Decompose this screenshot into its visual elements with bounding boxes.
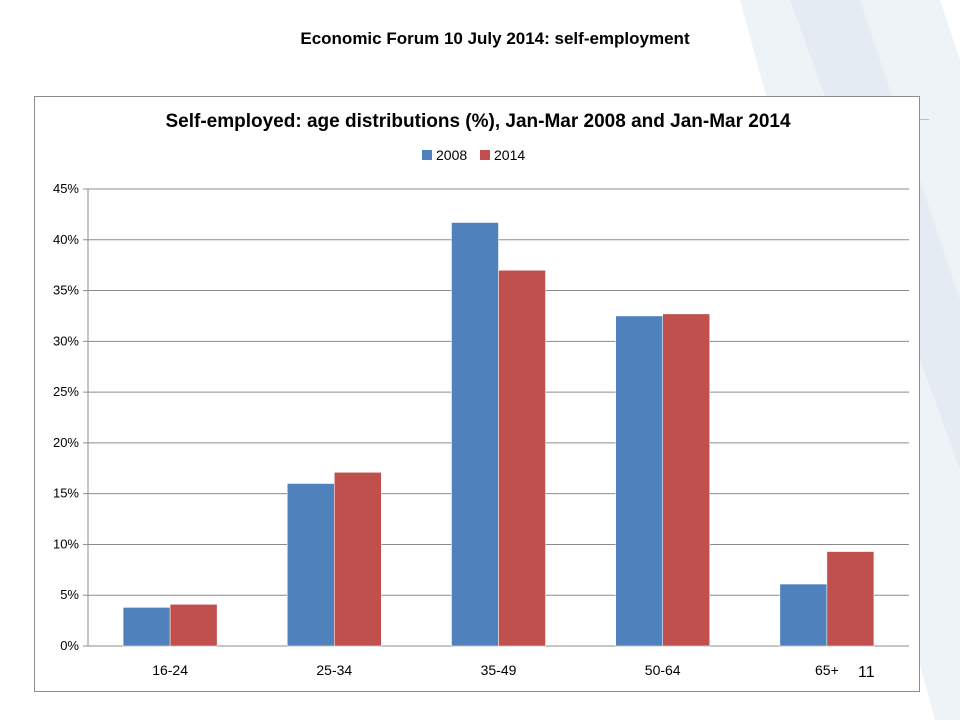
- bar-2014-25-34: [334, 472, 382, 647]
- legend-label: 2008: [436, 147, 467, 163]
- chart-frame: Self-employed: age distributions (%), Ja…: [34, 96, 920, 692]
- x-tick-label: 16-24: [152, 662, 188, 678]
- y-tick-label: 40%: [53, 232, 79, 247]
- side-marker: [920, 119, 929, 120]
- bar-2014-16-24: [169, 604, 218, 647]
- legend-swatch: [480, 150, 490, 160]
- page-number: 11: [858, 664, 875, 681]
- bar-2008-16-24: [122, 607, 171, 647]
- bar-2014-50-64: [662, 313, 710, 647]
- legend-label: 2014: [494, 147, 525, 163]
- chart-title: Self-employed: age distributions (%), Ja…: [165, 111, 790, 132]
- chart-bars: [122, 222, 875, 647]
- slide-title: Economic Forum 10 July 2014: self-employ…: [300, 29, 690, 48]
- y-tick-label: 30%: [53, 333, 79, 348]
- y-tick-label: 5%: [60, 587, 79, 602]
- x-tick-label: 25-34: [316, 662, 352, 678]
- y-tick-label: 20%: [53, 435, 79, 450]
- bar-2008-65+: [779, 583, 828, 647]
- x-tick-label: 65+: [815, 662, 839, 678]
- y-tick-label: 10%: [53, 536, 79, 551]
- y-tick-label: 0%: [60, 638, 79, 653]
- y-tick-label: 15%: [53, 486, 79, 501]
- bar-chart: Self-employed: age distributions (%), Ja…: [53, 111, 909, 678]
- bar-2008-25-34: [287, 483, 335, 647]
- bar-2008-50-64: [615, 315, 663, 647]
- bar-2014-65+: [826, 551, 875, 647]
- x-axis: 16-24 25-34 35-49 50-64 65+: [152, 662, 839, 678]
- y-axis: 0% 5% 10% 15% 20% 25% 30% 35% 40% 45%: [53, 181, 89, 653]
- bar-2014-35-49: [498, 269, 546, 647]
- y-tick-label: 25%: [53, 384, 79, 399]
- bar-2008-35-49: [451, 222, 499, 647]
- x-tick-label: 35-49: [481, 662, 517, 678]
- y-tick-label: 45%: [53, 181, 79, 196]
- y-tick-label: 35%: [53, 283, 79, 298]
- chart-legend: 2008 2014: [422, 147, 525, 163]
- legend-swatch: [422, 150, 432, 160]
- x-tick-label: 50-64: [645, 662, 681, 678]
